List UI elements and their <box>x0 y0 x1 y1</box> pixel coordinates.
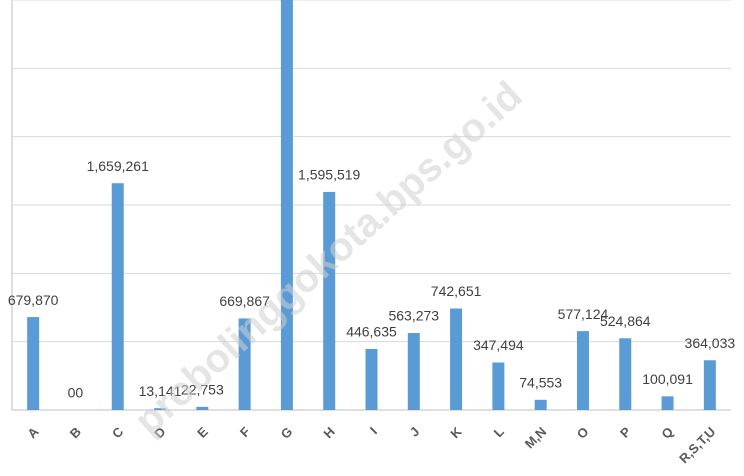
data-label: 00 <box>68 385 84 401</box>
data-label: 446,635 <box>346 324 397 340</box>
bar <box>576 331 589 410</box>
bar <box>450 308 463 410</box>
data-label: 22,753 <box>181 382 224 398</box>
data-label: 13,141 <box>139 383 182 399</box>
bar <box>280 0 293 410</box>
x-tick-label: B <box>67 424 84 441</box>
data-label: 524,864 <box>600 313 651 329</box>
data-label: 577,124 <box>558 306 609 322</box>
x-tick-label: L <box>491 424 507 440</box>
bar <box>238 318 251 410</box>
bar <box>154 408 167 410</box>
data-label: 74,553 <box>519 375 562 391</box>
bar <box>323 191 336 410</box>
data-label: 742,651 <box>431 283 482 299</box>
data-label: 100,091 <box>642 371 693 387</box>
data-label: 669,867 <box>219 293 270 309</box>
x-tick-label: R,S,T,U <box>676 424 718 466</box>
data-label: 563,273 <box>388 308 439 324</box>
x-tick-label: O <box>574 424 592 442</box>
x-tick-label: J <box>407 424 423 440</box>
bar <box>619 338 632 410</box>
bar <box>407 333 420 410</box>
data-label: 1,595,519 <box>298 167 360 183</box>
x-tick-label: P <box>617 424 634 441</box>
x-tick-label: Q <box>658 424 676 442</box>
bar <box>534 399 547 410</box>
bar <box>661 396 674 410</box>
bar <box>27 317 40 410</box>
x-tick-label: C <box>109 424 127 442</box>
bar <box>703 360 716 410</box>
x-tick-label: K <box>447 424 465 442</box>
data-label: 679,870 <box>8 292 59 308</box>
bar <box>492 362 505 410</box>
x-tick-label: A <box>24 424 42 442</box>
data-label: 347,494 <box>473 337 524 353</box>
x-tick-label: F <box>237 424 253 440</box>
bar <box>196 406 209 410</box>
bar <box>111 183 124 410</box>
data-label: 364,033 <box>685 335 736 351</box>
data-label: 1,659,261 <box>87 158 149 174</box>
x-tick-label: E <box>194 424 211 441</box>
x-tick-label: G <box>278 424 296 442</box>
x-tick-label: H <box>321 424 338 441</box>
x-tick-label: I <box>367 424 380 437</box>
x-tick-label: M,N <box>522 424 549 451</box>
bar <box>365 348 378 410</box>
